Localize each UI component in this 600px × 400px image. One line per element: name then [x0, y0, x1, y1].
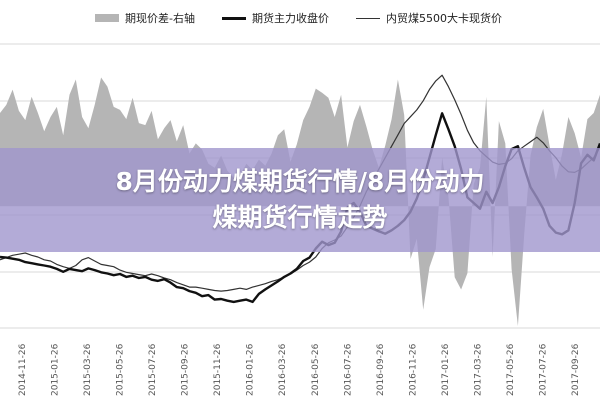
legend-item-futures: 期货主力收盘价: [222, 10, 329, 26]
x-tick-label: 2015-03-26: [83, 343, 93, 396]
x-tick-label: 2017-01-26: [441, 343, 451, 396]
legend-item-spread: 期现价差-右轴: [95, 10, 195, 26]
x-tick-label: 2015-01-26: [51, 343, 61, 396]
x-tick-label: 2015-09-26: [181, 343, 191, 396]
x-tick-label: 2015-11-26: [213, 343, 223, 396]
x-tick-label: 2017-03-26: [473, 343, 483, 396]
x-tick-label: 2016-07-26: [343, 343, 353, 396]
x-tick-label: 2017-05-26: [506, 343, 516, 396]
legend: 期现价差-右轴 期货主力收盘价 内贸煤5500大卡现货价: [0, 0, 600, 36]
legend-swatch-area: [95, 14, 119, 22]
x-tick-label: 2016-11-26: [408, 343, 418, 396]
x-tick-label: 2016-09-26: [376, 343, 386, 396]
x-tick-label: 2016-03-26: [278, 343, 288, 396]
x-tick-label: 2016-01-26: [246, 343, 256, 396]
legend-swatch-thin-line: [356, 17, 380, 19]
x-tick-label: 2017-09-26: [571, 343, 581, 396]
x-axis-tick-labels: 2014-11-26 2015-01-26 2015-03-26 2015-05-26…: [18, 343, 581, 396]
title-banner: 8月份动力煤期货行情/8月份动力 煤期货行情走势: [0, 148, 600, 252]
legend-item-spot: 内贸煤5500大卡现货价: [356, 10, 502, 26]
banner-title-line-1: 8月份动力煤期货行情/8月份动力: [115, 167, 485, 196]
legend-label-futures: 期货主力收盘价: [252, 12, 329, 25]
x-tick-label: 2015-05-26: [116, 343, 126, 396]
x-tick-label: 2015-07-26: [148, 343, 158, 396]
legend-swatch-bold-line: [222, 16, 246, 20]
banner-title-line-2: 煤期货行情走势: [212, 203, 388, 232]
x-tick-label: 2014-11-26: [18, 343, 28, 396]
legend-label-spread: 期现价差-右轴: [125, 12, 195, 25]
x-tick-label: 2017-07-26: [539, 343, 549, 396]
x-tick-label: 2016-05-26: [311, 343, 321, 396]
legend-label-spot: 内贸煤5500大卡现货价: [386, 12, 502, 25]
